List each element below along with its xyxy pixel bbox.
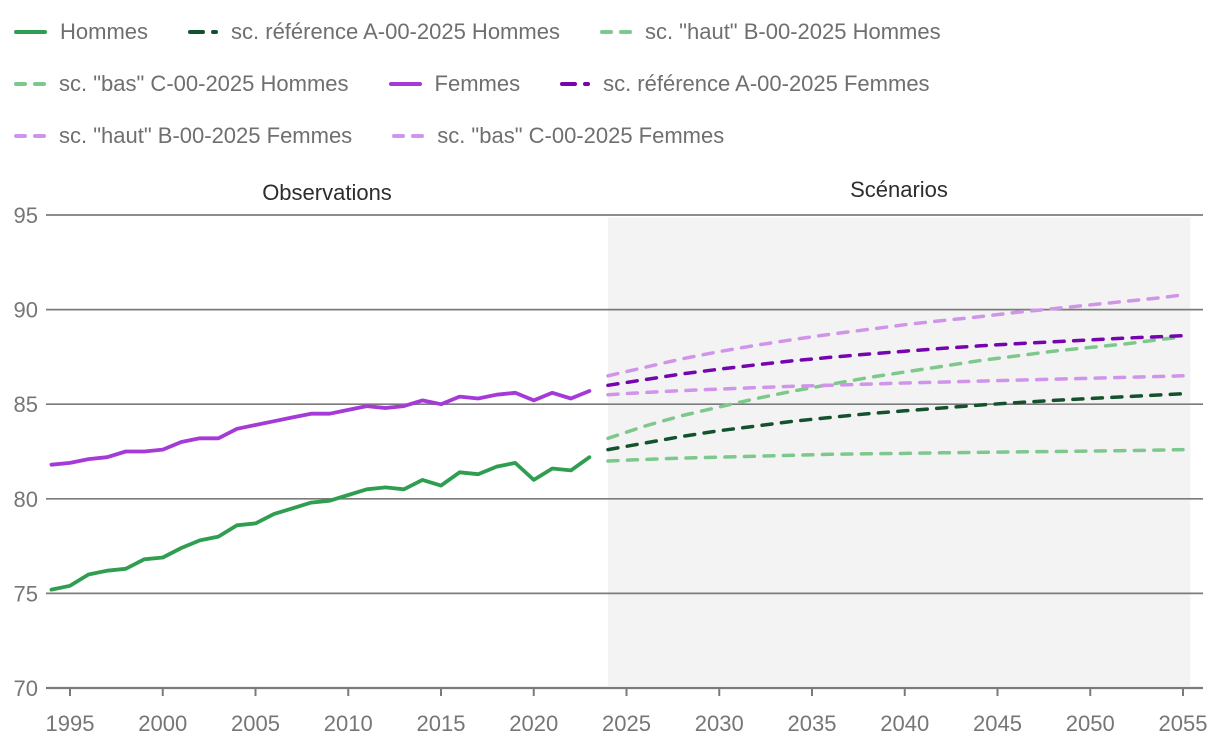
- swatch-dash: [14, 134, 27, 138]
- swatch-dash: [388, 82, 422, 86]
- legend-item-hommes[interactable]: Hommes: [14, 19, 148, 45]
- dashed-line-swatch-icon: [560, 82, 591, 86]
- series-line-sc-haut-femmes: [606, 293, 1185, 378]
- x-tick-label-2035: 2035: [788, 711, 837, 736]
- legend-item-sc-haut-femmes[interactable]: sc. "haut" B-00-2025 Femmes: [14, 123, 352, 149]
- legend-label: sc. "haut" B-00-2025 Hommes: [644, 19, 941, 44]
- scenario-shaded-region: [607, 217, 1191, 686]
- swatch-dash: [33, 82, 46, 86]
- swatch-dash: [560, 82, 578, 86]
- y-tick-label-95: 95: [14, 203, 38, 228]
- x-tick-label-2025: 2025: [602, 711, 651, 736]
- legend-label: Femmes: [434, 71, 521, 96]
- legend-row-2: sc. "bas" C-00-2025 Hommes Femmes sc. réfé…: [14, 58, 1220, 110]
- series-line-hommes: [49, 455, 592, 592]
- series-line-sc-reference-femmes: [606, 333, 1185, 388]
- y-tick-label-70: 70: [14, 676, 38, 701]
- series-line-sc-haut-hommes: [606, 335, 1185, 441]
- swatch-dash: [188, 30, 206, 34]
- dashed-line-swatch-icon: [599, 30, 632, 34]
- legend-item-sc-bas-hommes[interactable]: sc. "bas" C-00-2025 Hommes: [14, 71, 349, 97]
- x-tick-label-2050: 2050: [1066, 711, 1115, 736]
- dashed-line-swatch-icon: [392, 134, 425, 138]
- series-line-femmes: [49, 389, 592, 467]
- legend-label: sc. "bas" C-00-2025 Hommes: [59, 71, 349, 96]
- x-tick-label-2045: 2045: [973, 711, 1022, 736]
- legend-item-sc-reference-femmes[interactable]: sc. référence A-00-2025 Femmes: [560, 71, 930, 97]
- y-tick-label-80: 80: [14, 487, 38, 512]
- x-tick-label-2040: 2040: [880, 711, 929, 736]
- x-tick-label-2000: 2000: [138, 711, 187, 736]
- x-tick-label-2010: 2010: [324, 711, 373, 736]
- legend-label: sc. référence A-00-2025 Femmes: [603, 71, 930, 96]
- legend-label: sc. référence A-00-2025 Hommes: [231, 19, 560, 44]
- chart-legend: Hommes sc. référence A-00-2025 Hommes sc. …: [0, 0, 1220, 162]
- legend-item-femmes[interactable]: Femmes: [388, 71, 521, 97]
- dashed-line-swatch-icon: [14, 82, 46, 86]
- solid-line-swatch-icon: [388, 82, 422, 86]
- dashed-line-swatch-icon: [188, 30, 219, 34]
- x-tick-label-2055: 2055: [1159, 711, 1208, 736]
- legend-item-sc-haut-hommes[interactable]: sc. "haut" B-00-2025 Hommes: [599, 19, 941, 45]
- swatch-dash: [33, 134, 46, 138]
- y-tick-label-85: 85: [14, 392, 38, 417]
- observations-region-label: Observations: [262, 180, 392, 205]
- x-tick-label-2015: 2015: [417, 711, 466, 736]
- legend-label: sc. "haut" B-00-2025 Femmes: [59, 123, 353, 148]
- series-line-sc-bas-femmes: [606, 374, 1185, 397]
- swatch-dash: [583, 82, 591, 86]
- swatch-dash: [392, 134, 406, 138]
- legend-label: sc. "bas" C-00-2025 Femmes: [437, 123, 725, 148]
- series-line-sc-reference-hommes: [606, 392, 1185, 452]
- legend-item-sc-reference-hommes[interactable]: sc. référence A-00-2025 Hommes: [188, 19, 560, 45]
- swatch-dash: [599, 30, 613, 34]
- x-tick-label-2020: 2020: [509, 711, 558, 736]
- swatch-dash: [14, 30, 47, 34]
- dashed-line-swatch-icon: [14, 134, 46, 138]
- swatch-dash: [618, 30, 632, 34]
- x-tick-label-2005: 2005: [231, 711, 280, 736]
- x-tick-label-1995: 1995: [46, 711, 95, 736]
- swatch-dash: [14, 82, 27, 86]
- legend-row-1: Hommes sc. référence A-00-2025 Hommes sc. …: [14, 6, 1220, 58]
- y-tick-label-90: 90: [14, 298, 38, 323]
- scenarios-region-label: Scénarios: [850, 177, 948, 202]
- legend-item-sc-bas-femmes[interactable]: sc. "bas" C-00-2025 Femmes: [392, 123, 724, 149]
- series-line-sc-bas-hommes: [606, 447, 1185, 463]
- solid-line-swatch-icon: [14, 30, 47, 34]
- swatch-dash: [211, 30, 219, 34]
- legend-label: Hommes: [60, 19, 149, 44]
- x-tick-label-2030: 2030: [695, 711, 744, 736]
- swatch-dash: [411, 134, 425, 138]
- y-tick-label-75: 75: [14, 581, 38, 606]
- legend-row-3: sc. "haut" B-00-2025 Femmes sc. "bas" C-0…: [14, 110, 1220, 162]
